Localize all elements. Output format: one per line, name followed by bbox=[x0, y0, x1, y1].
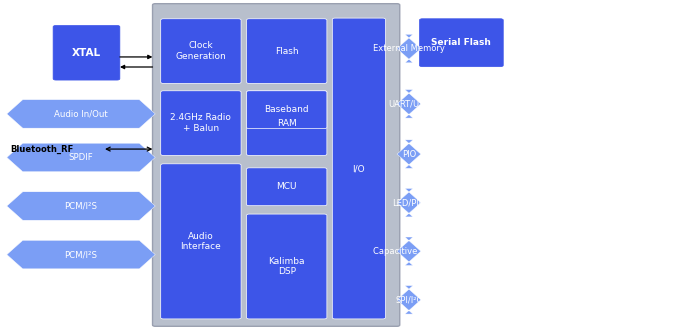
Polygon shape bbox=[397, 35, 421, 63]
Polygon shape bbox=[397, 285, 421, 314]
Polygon shape bbox=[7, 192, 155, 220]
FancyBboxPatch shape bbox=[332, 18, 385, 319]
FancyBboxPatch shape bbox=[247, 91, 327, 129]
Text: SPDIF: SPDIF bbox=[69, 153, 93, 162]
FancyBboxPatch shape bbox=[161, 19, 241, 83]
Text: PCM/I²S: PCM/I²S bbox=[65, 202, 97, 210]
Text: LED/PIO: LED/PIO bbox=[392, 198, 426, 207]
Text: MCU: MCU bbox=[276, 182, 297, 191]
Polygon shape bbox=[7, 143, 155, 172]
Text: XTAL: XTAL bbox=[72, 48, 101, 58]
Text: Flash: Flash bbox=[275, 47, 298, 56]
Text: Kalimba
DSP: Kalimba DSP bbox=[268, 257, 305, 276]
FancyBboxPatch shape bbox=[247, 214, 327, 319]
Polygon shape bbox=[397, 188, 421, 217]
Text: Serial Flash: Serial Flash bbox=[432, 38, 491, 47]
Text: External Memory: External Memory bbox=[373, 44, 445, 53]
FancyBboxPatch shape bbox=[161, 164, 241, 319]
FancyBboxPatch shape bbox=[53, 25, 120, 80]
FancyBboxPatch shape bbox=[153, 4, 400, 326]
FancyBboxPatch shape bbox=[161, 91, 241, 155]
Text: Clock
Generation: Clock Generation bbox=[176, 42, 226, 61]
Text: RAM: RAM bbox=[276, 119, 297, 128]
Text: Audio In/Out: Audio In/Out bbox=[54, 110, 108, 118]
Polygon shape bbox=[7, 100, 155, 128]
FancyBboxPatch shape bbox=[247, 19, 327, 83]
Text: Audio
Interface: Audio Interface bbox=[180, 232, 221, 251]
Text: UART/USB: UART/USB bbox=[387, 99, 430, 108]
FancyBboxPatch shape bbox=[419, 19, 503, 67]
Polygon shape bbox=[397, 237, 421, 265]
Text: PCM/I²S: PCM/I²S bbox=[65, 250, 97, 259]
Polygon shape bbox=[7, 241, 155, 269]
FancyBboxPatch shape bbox=[247, 168, 327, 206]
Text: I/O: I/O bbox=[353, 164, 365, 173]
Polygon shape bbox=[397, 140, 421, 168]
Text: PIO: PIO bbox=[402, 150, 416, 158]
Polygon shape bbox=[397, 90, 421, 118]
Text: Capacitive Sense: Capacitive Sense bbox=[373, 247, 445, 256]
Text: Bluetooth_RF: Bluetooth_RF bbox=[10, 144, 74, 154]
FancyBboxPatch shape bbox=[247, 91, 327, 155]
Text: 2.4GHz Radio
+ Balun: 2.4GHz Radio + Balun bbox=[170, 114, 232, 133]
Text: SPI/I²C: SPI/I²C bbox=[395, 295, 423, 304]
Text: Baseband: Baseband bbox=[264, 105, 309, 114]
